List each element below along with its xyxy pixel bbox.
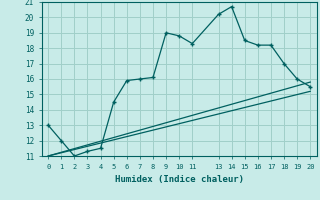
X-axis label: Humidex (Indice chaleur): Humidex (Indice chaleur): [115, 175, 244, 184]
